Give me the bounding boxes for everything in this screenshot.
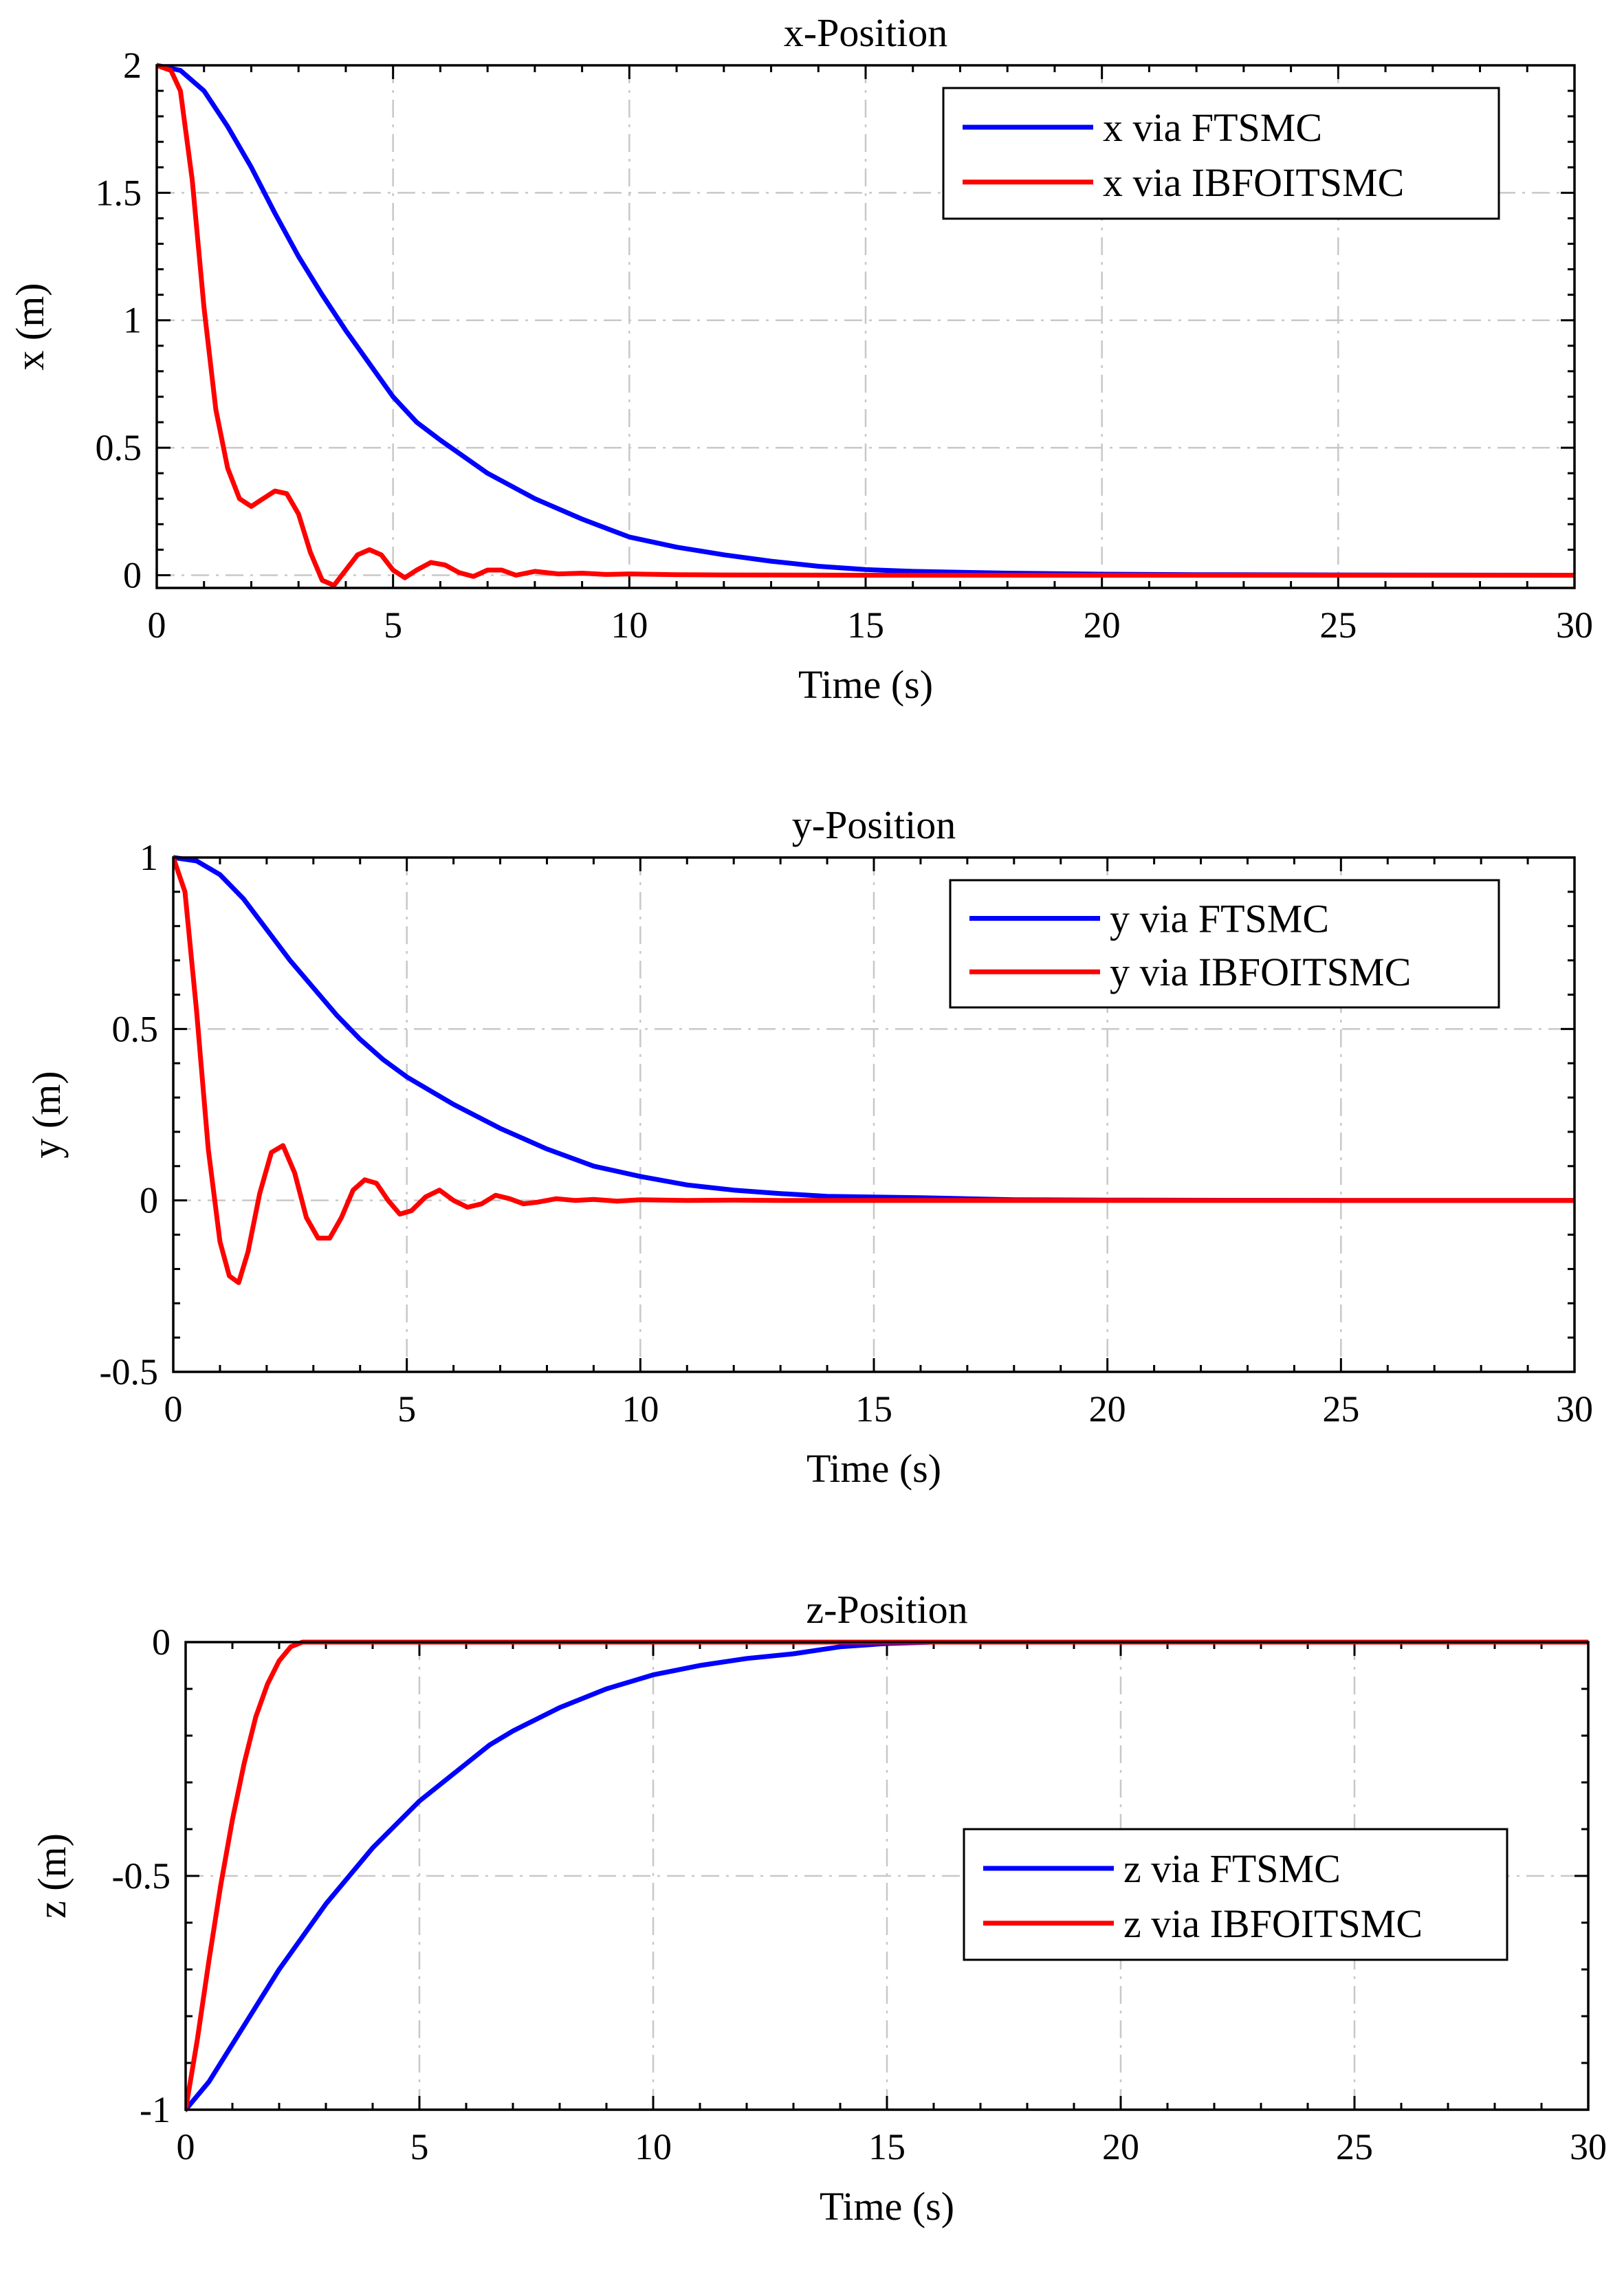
y-tick-label: -1 [140,2089,171,2130]
axes-frame [184,1641,1590,2111]
y-axis-label: z (m) [30,1833,74,1919]
x-tick-label: 5 [397,1388,416,1430]
y-tick-label: 0.5 [112,1008,159,1049]
series-line-ftsmc [157,63,1574,578]
x-tick-label: 0 [164,1388,183,1430]
legend-label: y via FTSMC [1110,897,1329,941]
x-axis-label: Time (s) [820,2184,954,2229]
series-line-ibfoitsmc [173,855,1574,1285]
y-tick-label: 0 [152,1621,171,1663]
x-tick-label: 15 [855,1388,892,1430]
y-tick-label: 0 [123,554,142,596]
x-axis-label: Time (s) [806,1446,941,1491]
x-tick-label: 0 [177,2126,195,2167]
x-tick-label: 0 [148,604,166,646]
legend-label: y via IBFOITSMC [1110,950,1411,994]
x-tick-label: 10 [635,2126,672,2167]
legend-box [949,879,1500,1009]
legend-label: x via IBFOITSMC [1103,160,1404,205]
legend-box [963,1828,1508,1961]
x-tick-label: 30 [1570,2126,1607,2167]
x-tick-label: 10 [611,604,648,646]
y-tick-label: 2 [123,45,142,86]
x-axis-label: Time (s) [798,662,933,707]
y-tick-label: -0.5 [100,1351,158,1392]
series-line-ibfoitsmc [157,63,1574,588]
legend: z via FTSMC z via IBFOITSMC [963,1828,1508,1961]
y-axis-label: y (m) [24,1071,69,1158]
x-tick-label: 30 [1556,604,1593,646]
y-tick-label: 1 [123,300,142,341]
y-tick-label: 0.5 [96,427,142,468]
y-tick-label: -0.5 [112,1855,171,1897]
legend-box [942,87,1500,220]
plot-title: z-Position [806,1587,967,1632]
y-tick-label: 1.5 [96,172,142,213]
plot-z-position: 0 5 10 15 20 25 30 -1 -0.5 0 z-Position Time (s) z (… [30,1587,1607,2229]
x-tick-label: 30 [1556,1388,1593,1430]
x-tick-label: 20 [1102,2126,1139,2167]
x-tick-label: 15 [847,604,884,646]
x-tick-label: 20 [1084,604,1121,646]
x-tick-label: 20 [1089,1388,1126,1430]
x-tick-label: 25 [1322,1388,1359,1430]
legend-label: z via IBFOITSMC [1123,1901,1423,1946]
axes-frame [172,856,1576,1373]
legend: y via FTSMC y via IBFOITSMC [949,879,1500,1009]
legend-label: x via FTSMC [1103,105,1322,150]
x-tick-label: 15 [868,2126,906,2167]
plot-x-position: 0 5 10 15 20 25 30 0 0.5 1 1.5 2 x-Position Time (s) x… [8,10,1593,707]
legend-label: z via FTSMC [1123,1846,1341,1891]
y-tick-label: 1 [140,837,158,878]
plot-title: y-Position [792,802,956,847]
x-tick-label: 25 [1336,2126,1373,2167]
axes-frame [155,64,1576,589]
x-tick-label: 10 [622,1388,659,1430]
legend: x via FTSMC x via IBFOITSMC [942,87,1500,220]
x-tick-label: 25 [1319,604,1357,646]
y-tick-label: 0 [140,1180,158,1221]
y-axis-label: x (m) [8,283,52,370]
x-tick-label: 5 [410,2126,429,2167]
plot-title: x-Position [784,10,948,55]
x-tick-label: 5 [384,604,402,646]
